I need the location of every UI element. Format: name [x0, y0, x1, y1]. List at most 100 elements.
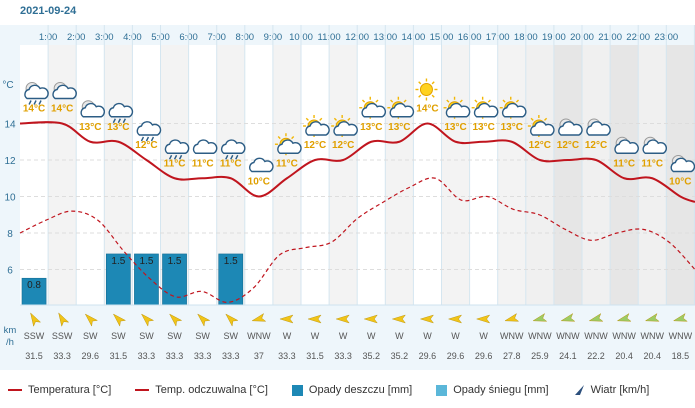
temperature-label: 13°C [360, 122, 382, 133]
wind-speed-label: 31.5 [110, 351, 128, 361]
wind-flag-icon [588, 313, 604, 322]
wind-unit-label: km [4, 325, 17, 336]
rain-value-label: 1.5 [224, 256, 238, 267]
legend-item-temperature: Temperatura [°C] [8, 384, 111, 396]
snow-swatch [436, 384, 448, 396]
y-tick-label: 6 [7, 266, 13, 277]
temperature-label: 12°C [529, 140, 551, 151]
sun-cloud-icon [443, 96, 471, 119]
night-cloud-icon [558, 118, 583, 136]
rain-bar [162, 253, 187, 306]
legend-label: Wiatr [km/h] [590, 384, 650, 396]
night-cloud-icon [642, 136, 668, 154]
temperature-label: 12°C [304, 140, 326, 151]
temperature-label: 14°C [416, 104, 438, 115]
wind-flag-icon [307, 314, 322, 324]
legend-label: Temperatura [°C] [28, 384, 112, 396]
wind-speed-label: 29.6 [447, 351, 465, 361]
wind-flag-icon [560, 313, 576, 322]
cloud-icon [249, 157, 274, 173]
temperature-label: 13°C [472, 122, 494, 133]
wind-speed-label: 33.3 [138, 351, 156, 361]
night-cloud-icon [52, 82, 77, 100]
sun-cloud-icon [274, 133, 302, 156]
wind-direction-label: WNW [669, 331, 693, 341]
sun-icon [415, 78, 438, 101]
wind-flag-icon [475, 314, 491, 324]
wind-flag-icon [574, 385, 584, 395]
legend-item-wind: Wiatr [km/h] [573, 384, 650, 396]
wind-speed-label: 35.2 [391, 351, 409, 361]
wind-direction-label: W [367, 331, 376, 341]
cloud-rain-icon [220, 139, 246, 160]
temperature-label: 11°C [613, 158, 635, 169]
temperature-label: 11°C [164, 158, 186, 169]
y-tick-label: 14 [4, 120, 16, 131]
y-tick-label: 8 [7, 229, 13, 240]
wind-speed-label: 20.4 [643, 351, 661, 361]
night-cloud-icon [80, 100, 106, 118]
temperature-label: 12°C [332, 140, 354, 151]
wind-flag-icon [197, 313, 211, 327]
wind-direction-label: WNW [612, 331, 636, 341]
hour-column-bg [188, 45, 217, 305]
y-tick-label: 12 [4, 156, 16, 167]
temperature-label: 13°C [79, 122, 101, 133]
wind-speed-label: 18.5 [672, 351, 690, 361]
wind-speed-label: 24.1 [559, 351, 577, 361]
wind-speed-label: 33.3 [194, 351, 212, 361]
night-cloud-icon [614, 136, 639, 154]
wind-flag-icon [335, 314, 350, 324]
temperature-label: 14°C [51, 104, 73, 115]
wind-speed-label: 33.3 [222, 351, 240, 361]
temperature-label: 12°C [135, 140, 157, 151]
night-cloud-icon [670, 155, 695, 173]
sun-cloud-icon [471, 96, 499, 119]
temperature-label: 11°C [276, 158, 298, 169]
sun-cloud-icon [499, 96, 527, 119]
hour-column-bg [76, 45, 105, 305]
wind-direction-label: SW [83, 331, 98, 341]
temperature-label: 10°C [669, 177, 691, 188]
feels-like-swatch [135, 389, 150, 391]
wind-flag-icon [391, 314, 406, 324]
wind-direction-label: WNW [528, 331, 552, 341]
hour-column-bg [469, 45, 498, 305]
wind-direction-label: WNW [500, 331, 524, 341]
temperature-label: 11°C [220, 158, 242, 169]
temperature-label: 13°C [444, 122, 466, 133]
wind-flag-icon [504, 313, 520, 322]
wind-direction-label: WNW [247, 331, 271, 341]
sun-cloud-icon [359, 96, 387, 119]
rain-swatch [291, 384, 303, 396]
rain-bar [218, 253, 244, 306]
wind-direction-label: W [479, 331, 488, 341]
sun-cloud-icon [331, 115, 358, 137]
feels-like-line [19, 177, 695, 303]
wind-direction-label: W [283, 331, 292, 341]
wind-flag-icon [644, 313, 660, 322]
wind-direction-label: SW [167, 331, 182, 341]
cloud-rain-icon [164, 139, 190, 160]
wind-direction-label: SW [111, 331, 126, 341]
wind-speed-label: 20.4 [615, 351, 633, 361]
wind-flag-icon [279, 314, 294, 324]
wind-speed-label: 29.6 [81, 351, 99, 361]
wind-speed-label: 29.6 [475, 351, 493, 361]
wind-direction-label: WNW [641, 331, 665, 341]
hour-column-bg [441, 45, 470, 305]
temperature-line [19, 121, 695, 203]
hour-column-bg [244, 45, 273, 305]
wind-speed-label: 37 [254, 351, 264, 361]
legend-item-snow: Opady śniegu [mm] [436, 384, 549, 396]
wind-speed-label: 22.2 [587, 351, 605, 361]
rain-value-label: 1.5 [168, 256, 182, 267]
hour-column-bg [301, 45, 330, 305]
hourly-chart: 1:00 2:00 3:00 4:00 5:00 6:00 7:00 8:00 9:00 10:0… [0, 25, 695, 370]
wind-direction-label: W [451, 331, 460, 341]
temperature-label: 14°C [23, 104, 45, 115]
wind-flag-icon [112, 313, 127, 327]
wind-flag-icon [532, 313, 548, 322]
axis-strip [0, 25, 20, 370]
temperature-label: 12°C [585, 140, 607, 151]
